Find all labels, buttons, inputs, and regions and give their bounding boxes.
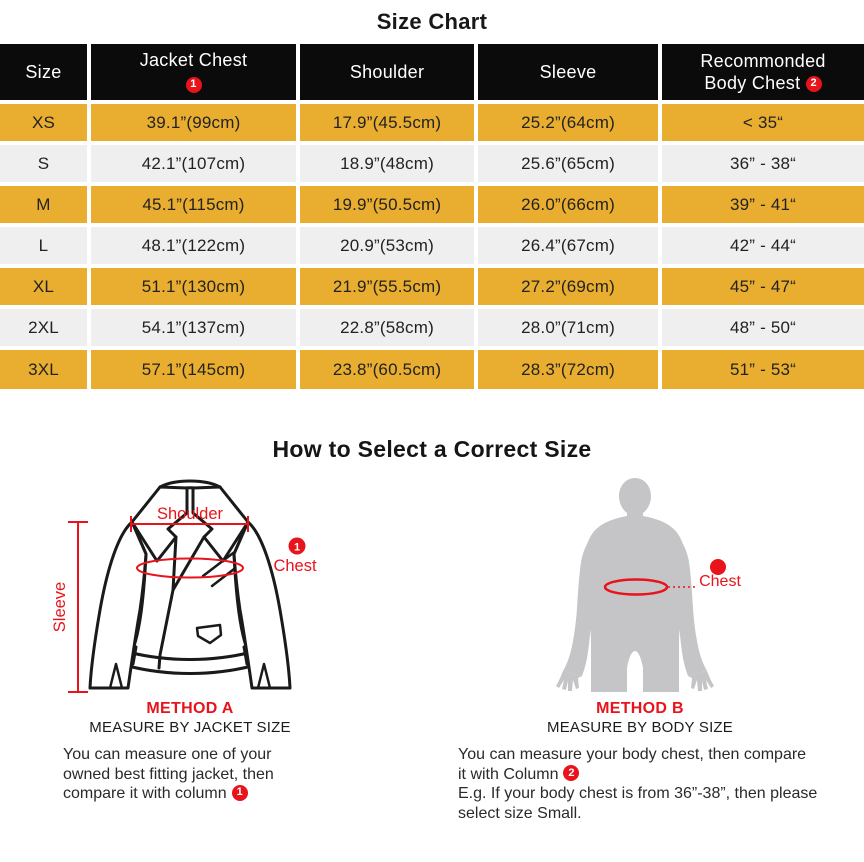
svg-text:1: 1: [294, 542, 300, 554]
jacket-chest-cell: 48.1”(122cm): [86, 223, 301, 268]
body-chest-cell: < 35“: [658, 100, 864, 145]
jacket-chest-cell: 57.1”(145cm): [86, 346, 301, 389]
shoulder-cell: 21.9”(55.5cm): [296, 264, 479, 309]
jacket-diagram: Shoulder Sleeve 1 Chest: [51, 479, 317, 693]
jacket-sleeve-label: Sleeve: [51, 582, 69, 632]
body-silhouette-diagram: [556, 478, 714, 692]
jacket-chest-label: Chest: [273, 557, 317, 575]
column-1-badge: 1: [185, 77, 202, 94]
sleeve-cell: 28.3”(72cm): [474, 346, 663, 389]
col-header-shoulder: Shoulder: [296, 44, 479, 104]
col-header-recommended-body-chest: Recommonded Body Chest 2: [658, 44, 864, 104]
jacket-chest-cell: 51.1”(130cm): [86, 264, 301, 309]
jacket-chest-cell: 39.1”(99cm): [86, 100, 301, 145]
jacket-chest-cell: 42.1”(107cm): [86, 141, 301, 186]
table-header-row: Size Jacket Chest 1 Shoulder Sleeve Reco…: [0, 44, 864, 104]
table-row-xl: XL 51.1”(130cm) 21.9”(55.5cm) 27.2”(69cm…: [0, 264, 864, 309]
jacket-shoulder-label: Shoulder: [157, 505, 224, 523]
shoulder-cell: 19.9”(50.5cm): [296, 182, 479, 227]
method-a-label: METHOD A: [146, 700, 234, 717]
size-cell: M: [0, 182, 91, 227]
table-row-m: M 45.1”(115cm) 19.9”(50.5cm) 26.0”(66cm)…: [0, 182, 864, 227]
table-row-l: L 48.1”(122cm) 20.9”(53cm) 26.4”(67cm) 4…: [0, 223, 864, 268]
size-chart-table: Size Jacket Chest 1 Shoulder Sleeve Reco…: [0, 44, 864, 389]
method-b-paragraph: You can measure your body chest, then co…: [458, 746, 818, 822]
body-chest-label: Chest: [699, 573, 741, 590]
paragraph-a-badge: 1: [231, 784, 248, 801]
sleeve-cell: 28.0”(71cm): [474, 305, 663, 350]
jacket-chest-badge: [288, 537, 306, 555]
size-cell: L: [0, 223, 91, 268]
shoulder-cell: 20.9”(53cm): [296, 223, 479, 268]
table-row-xs: XS 39.1”(99cm) 17.9”(45.5cm) 25.2”(64cm)…: [0, 100, 864, 145]
size-cell: 3XL: [0, 346, 91, 389]
sleeve-cell: 26.0”(66cm): [474, 182, 663, 227]
body-chest-cell: 36” - 38“: [658, 141, 864, 186]
sleeve-cell: 25.6”(65cm): [474, 141, 663, 186]
sleeve-cell: 27.2”(69cm): [474, 264, 663, 309]
size-cell: XS: [0, 100, 91, 145]
column-2-badge: 2: [805, 76, 822, 93]
method-b-sublabel: MEASURE BY BODY SIZE: [547, 719, 733, 736]
body-chest-cell: 39” - 41“: [658, 182, 864, 227]
size-cell: XL: [0, 264, 91, 309]
col-header-size: Size: [0, 44, 91, 104]
shoulder-cell: 18.9”(48cm): [296, 141, 479, 186]
col-header-jacket-chest: Jacket Chest 1: [86, 44, 301, 104]
col-header-sleeve: Sleeve: [474, 44, 663, 104]
table-row-3xl: 3XL 57.1”(145cm) 23.8”(60.5cm) 28.3”(72c…: [0, 346, 864, 389]
recommended-line2: Body Chest: [704, 73, 801, 93]
shoulder-cell: 17.9”(45.5cm): [296, 100, 479, 145]
body-chest-badge: 2: [710, 559, 726, 575]
body-chest-cell: 45” - 47“: [658, 264, 864, 309]
shoulder-cell: 22.8”(58cm): [296, 305, 479, 350]
method-a-sublabel: MEASURE BY JACKET SIZE: [89, 719, 291, 736]
page-title: Size Chart: [376, 9, 488, 34]
table-row-2xl: 2XL 54.1”(137cm) 22.8”(58cm) 28.0”(71cm)…: [0, 305, 864, 350]
jacket-chest-cell: 54.1”(137cm): [86, 305, 301, 350]
sleeve-cell: 25.2”(64cm): [474, 100, 663, 145]
size-cell: S: [0, 141, 91, 186]
col-header-jacket-chest-label: Jacket Chest: [139, 49, 248, 70]
method-a-paragraph: You can measure one of your owned best f…: [63, 746, 274, 802]
section-title: How to Select a Correct Size: [272, 436, 592, 462]
jacket-chest-cell: 45.1”(115cm): [86, 182, 301, 227]
shoulder-cell: 23.8”(60.5cm): [296, 346, 479, 389]
body-chest-cell: 48” - 50“: [658, 305, 864, 350]
body-chest-cell: 42” - 44“: [658, 223, 864, 268]
recommended-line1: Recommonded: [700, 50, 826, 71]
size-cell: 2XL: [0, 305, 91, 350]
paragraph-b-badge: 2: [563, 765, 580, 782]
table-row-s: S 42.1”(107cm) 18.9”(48cm) 25.6”(65cm) 3…: [0, 141, 864, 186]
method-b-label: METHOD B: [596, 700, 684, 717]
body-chest-cell: 51” - 53“: [658, 346, 864, 389]
sleeve-cell: 26.4”(67cm): [474, 223, 663, 268]
